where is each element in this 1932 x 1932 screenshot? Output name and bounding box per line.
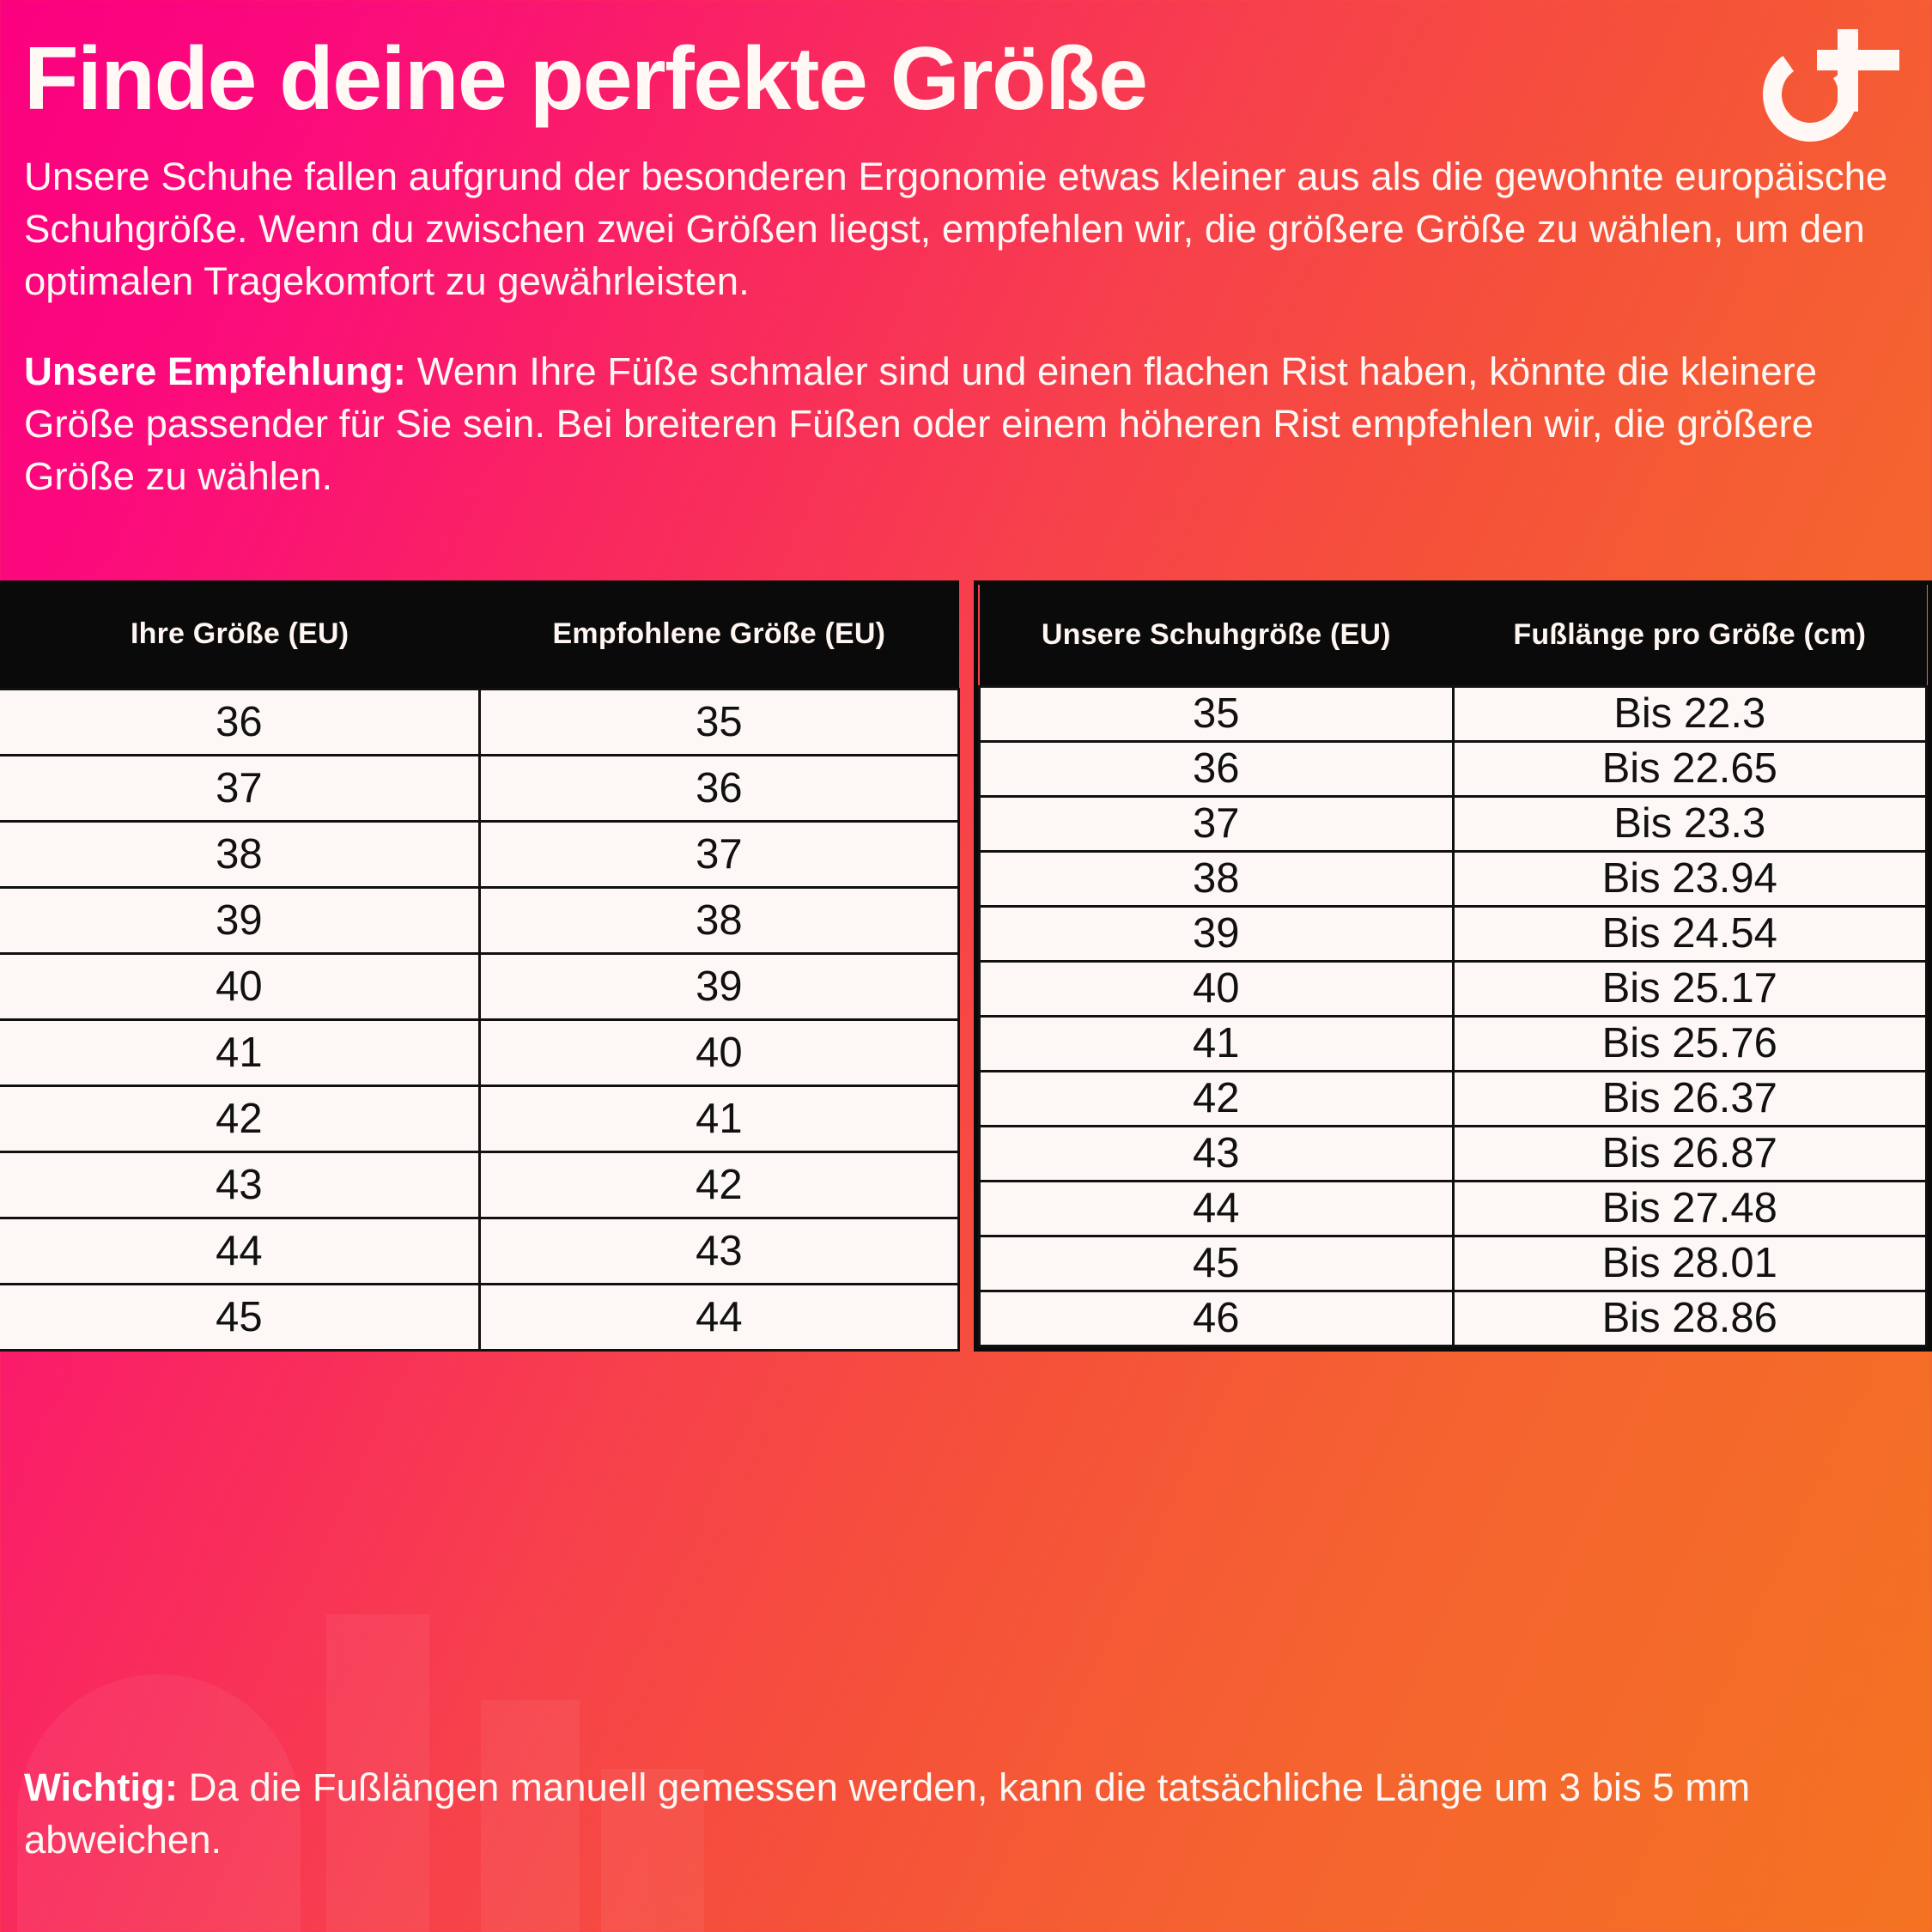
- table-row: 37 Bis 23.3: [978, 794, 1928, 853]
- cell-our-size: 42: [978, 1069, 1455, 1127]
- cell-our-size: 39: [978, 904, 1455, 963]
- recommendation-text: Wenn Ihre Füße schmaler sind und einen f…: [24, 349, 1818, 499]
- table-row: 44 Bis 27.48: [978, 1179, 1928, 1237]
- cell-your-size: 41: [0, 1018, 481, 1087]
- cell-recommended-size: 42: [477, 1150, 961, 1219]
- cell-your-size: 39: [0, 885, 481, 955]
- col-header-recommended-size: Empfohlene Größe (EU): [479, 580, 959, 689]
- cell-your-size: 40: [0, 951, 481, 1021]
- cell-your-size: 37: [0, 753, 481, 823]
- cell-foot-length: Bis 26.87: [1451, 1124, 1928, 1182]
- recommendation-paragraph: Unsere Empfehlung: Wenn Ihre Füße schmal…: [24, 346, 1905, 503]
- col-header-your-size: Ihre Größe (EU): [0, 580, 480, 689]
- table-row: 43 42: [0, 1150, 961, 1219]
- table-row: 46 Bis 28.86: [978, 1289, 1928, 1347]
- cell-your-size: 38: [0, 819, 481, 889]
- table-header-row: Unsere Schuhgröße (EU) Fußlänge pro Größ…: [979, 585, 1927, 686]
- page-title: Finde deine perfekte Größe: [24, 29, 1148, 129]
- footlength-table-body: 35 Bis 22.3 36 Bis 22.65 37 Bis 23.3 38 Bis …: [978, 684, 1928, 1347]
- table-row: 44 43: [0, 1216, 961, 1285]
- table-row: 45 44: [0, 1282, 961, 1352]
- important-note: Wichtig: Da die Fußlängen manuell gemess…: [24, 1762, 1908, 1867]
- cell-our-size: 41: [978, 1014, 1455, 1072]
- cell-recommended-size: 36: [477, 753, 961, 823]
- table-header-row: Ihre Größe (EU) Empfohlene Größe (EU): [0, 580, 959, 689]
- conversion-table-wrapper: Ihre Größe (EU) Empfohlene Größe (EU) 36…: [0, 580, 961, 1352]
- cell-our-size: 40: [978, 959, 1455, 1018]
- cell-foot-length: Bis 22.3: [1451, 684, 1928, 743]
- cell-our-size: 46: [978, 1289, 1455, 1347]
- col-header-foot-length: Fußlänge pro Größe (cm): [1453, 585, 1927, 686]
- cell-foot-length: Bis 27.48: [1451, 1179, 1928, 1237]
- cell-foot-length: Bis 25.17: [1451, 959, 1928, 1018]
- table-row: 43 Bis 26.87: [978, 1124, 1928, 1182]
- cell-recommended-size: 38: [477, 885, 961, 955]
- table-row: 35 Bis 22.3: [978, 684, 1928, 743]
- important-note-label: Wichtig:: [24, 1765, 179, 1809]
- circle-plus-logo-icon: [1748, 19, 1903, 169]
- footlength-table: Unsere Schuhgröße (EU) Fußlänge pro Größ…: [978, 585, 1928, 1347]
- cell-foot-length: Bis 22.65: [1451, 739, 1928, 798]
- conversion-table: Ihre Größe (EU) Empfohlene Größe (EU) 36…: [0, 580, 961, 1352]
- footlength-table-wrapper: Unsere Schuhgröße (EU) Fußlänge pro Größ…: [974, 580, 1932, 1352]
- table-row: 45 Bis 28.01: [978, 1234, 1928, 1292]
- table-row: 36 35: [0, 687, 961, 756]
- table-row: 41 Bis 25.76: [978, 1014, 1928, 1072]
- important-note-text: Da die Fußlängen manuell gemessen werden…: [24, 1765, 1751, 1862]
- cell-our-size: 45: [978, 1234, 1455, 1292]
- table-row: 41 40: [0, 1018, 961, 1087]
- page-header: Finde deine perfekte Größe: [0, 0, 1932, 142]
- cell-your-size: 36: [0, 687, 481, 756]
- conversion-table-head: Ihre Größe (EU) Empfohlene Größe (EU): [0, 580, 959, 689]
- cell-recommended-size: 40: [477, 1018, 961, 1087]
- cell-your-size: 45: [0, 1282, 481, 1352]
- cell-our-size: 44: [978, 1179, 1455, 1237]
- table-row: 42 41: [0, 1084, 961, 1153]
- cell-our-size: 43: [978, 1124, 1455, 1182]
- table-row: 40 Bis 25.17: [978, 959, 1928, 1018]
- size-tables: Ihre Größe (EU) Empfohlene Größe (EU) 36…: [0, 580, 1932, 1352]
- cell-recommended-size: 44: [477, 1282, 961, 1352]
- conversion-table-body: 36 35 37 36 38 37 39 38 40 39 41 40 42 41 43 42 …: [0, 687, 961, 1352]
- cell-our-size: 36: [978, 739, 1455, 798]
- table-row: 38 37: [0, 819, 961, 889]
- cell-foot-length: Bis 23.3: [1451, 794, 1928, 853]
- cell-your-size: 44: [0, 1216, 481, 1285]
- table-row: 36 Bis 22.65: [978, 739, 1928, 798]
- table-row: 37 36: [0, 753, 961, 823]
- recommendation-label: Unsere Empfehlung:: [24, 349, 406, 394]
- cell-our-size: 35: [978, 684, 1455, 743]
- cell-your-size: 43: [0, 1150, 481, 1219]
- table-row: 42 Bis 26.37: [978, 1069, 1928, 1127]
- intro-paragraph: Unsere Schuhe fallen aufgrund der besond…: [24, 155, 1888, 304]
- table-row: 39 Bis 24.54: [978, 904, 1928, 963]
- table-row: 40 39: [0, 951, 961, 1021]
- cell-foot-length: Bis 23.94: [1451, 849, 1928, 908]
- cell-recommended-size: 35: [477, 687, 961, 756]
- cell-recommended-size: 43: [477, 1216, 961, 1285]
- table-row: 39 38: [0, 885, 961, 955]
- cell-foot-length: Bis 28.86: [1451, 1289, 1928, 1347]
- footlength-table-head: Unsere Schuhgröße (EU) Fußlänge pro Größ…: [979, 585, 1927, 686]
- cell-foot-length: Bis 28.01: [1451, 1234, 1928, 1292]
- cell-our-size: 38: [978, 849, 1455, 908]
- cell-our-size: 37: [978, 794, 1455, 853]
- table-row: 38 Bis 23.94: [978, 849, 1928, 908]
- cell-recommended-size: 41: [477, 1084, 961, 1153]
- cell-foot-length: Bis 24.54: [1451, 904, 1928, 963]
- col-header-our-size: Unsere Schuhgröße (EU): [979, 585, 1453, 686]
- cell-recommended-size: 37: [477, 819, 961, 889]
- cell-your-size: 42: [0, 1084, 481, 1153]
- cell-foot-length: Bis 26.37: [1451, 1069, 1928, 1127]
- cell-recommended-size: 39: [477, 951, 961, 1021]
- cell-foot-length: Bis 25.76: [1451, 1014, 1928, 1072]
